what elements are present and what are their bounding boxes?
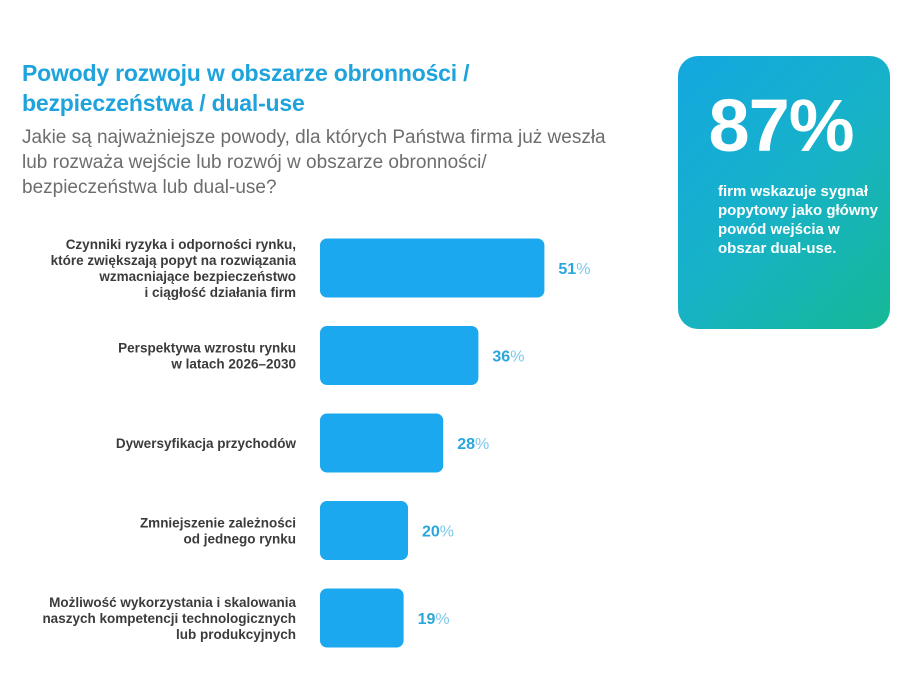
- bar-2: [320, 326, 479, 385]
- highlight-text: firm wskazuje sygnał popytowy jako główn…: [718, 183, 879, 257]
- value-label-2: 36%: [492, 349, 524, 366]
- bar-chart: Czynniki ryzyka i odporności rynku, które…: [42, 237, 590, 648]
- highlight-value: 87%: [708, 84, 854, 167]
- value-label-3: 28%: [457, 436, 489, 453]
- value-label-4: 20%: [422, 524, 454, 541]
- bar-3: [320, 413, 444, 473]
- highlight-card: 87% firm wskazuje sygnał popytowy jako g…: [678, 56, 890, 329]
- value-label-5: 19%: [418, 611, 450, 628]
- bar-1: [320, 238, 545, 298]
- category-label-4: Zmniejszenie zależności od jednego rynku: [140, 516, 296, 547]
- bar-4: [320, 501, 408, 560]
- survey-question: Jakie są najważniejsze powody, dla który…: [22, 127, 606, 198]
- category-label-1: Czynniki ryzyka i odporności rynku, które…: [51, 237, 297, 300]
- category-label-5: Możliwość wykorzystania i skalowania nasz…: [42, 595, 296, 642]
- value-label-1: 51%: [558, 261, 590, 278]
- bar-5: [320, 588, 404, 648]
- category-label-3: Dywersyfikacja przychodów: [116, 436, 297, 451]
- chart-title: Powody rozwoju w obszarze obronności / b…: [22, 60, 470, 116]
- category-label-2: Perspektywa wzrostu rynku w latach 2026–2…: [118, 341, 296, 372]
